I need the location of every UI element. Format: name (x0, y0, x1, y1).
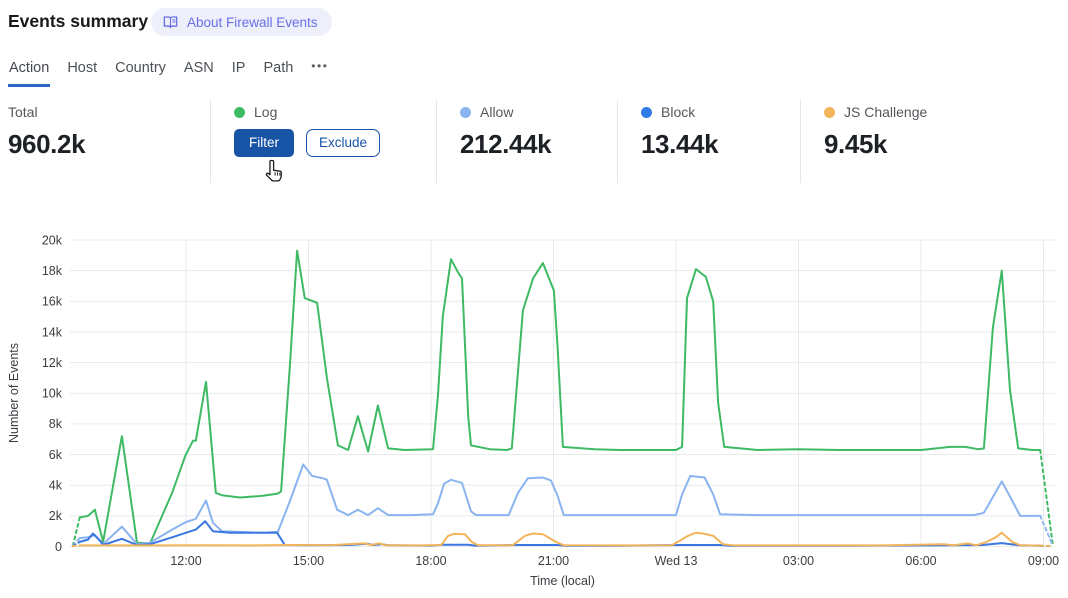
y-tick-label: 16k (42, 295, 63, 309)
stat-card-allow: Allow 212.44k (436, 100, 617, 183)
y-tick-label: 2k (49, 509, 63, 523)
series-dashed-lead (71, 544, 81, 547)
tab-more-ellipsis[interactable]: ••• (310, 57, 329, 87)
x-tick-label: 15:00 (293, 554, 324, 568)
tab-ip[interactable]: IP (231, 58, 247, 87)
series-dashed-lead (71, 516, 81, 547)
allow-label: Allow (480, 104, 514, 120)
series-log (71, 249, 1054, 547)
series-dashed-tail (1039, 544, 1054, 548)
stat-card-total: Total 960.2k (0, 100, 210, 183)
tab-action[interactable]: Action (8, 58, 51, 87)
x-tick-label: 03:00 (783, 554, 814, 568)
y-tick-label: 8k (49, 417, 63, 431)
total-label: Total (8, 104, 38, 120)
tab-country[interactable]: Country (114, 58, 167, 87)
book-icon (162, 14, 179, 31)
js-challenge-label: JS Challenge (844, 104, 928, 120)
y-axis-title: Number of Events (7, 343, 21, 443)
block-value: 13.44k (641, 129, 719, 159)
y-tick-label: 4k (49, 479, 63, 493)
tab-host[interactable]: Host (66, 58, 98, 87)
y-tick-label: 6k (49, 448, 63, 462)
y-tick-label: 0 (55, 540, 62, 554)
block-label: Block (661, 104, 696, 120)
events-time-series-chart[interactable]: 0 2k 4k 6k 8k 10k 12k 14k 16k 18k 20k 12:00 15:00 18:… (0, 225, 1068, 598)
log-series-dot (234, 106, 245, 118)
x-tick-label: 18:00 (415, 554, 446, 568)
stat-card-js-challenge: JS Challenge 9.45k (800, 100, 1068, 183)
series-line (78, 249, 1042, 545)
y-tick-label: 10k (42, 387, 63, 401)
tab-asn[interactable]: ASN (183, 58, 215, 87)
allow-value: 212.44k (460, 129, 552, 159)
x-tick-label: 21:00 (538, 554, 569, 568)
about-firewall-events-badge[interactable]: About Firewall Events (151, 8, 332, 36)
y-tick-label: 12k (42, 356, 63, 370)
allow-series-dot (460, 106, 471, 118)
x-tick-label: Wed 13 (655, 554, 698, 568)
stat-card-block: Block 13.44k (617, 100, 800, 183)
stat-cards-row: Total 960.2k Log Filter Exclude Allow 21… (0, 100, 1068, 183)
filter-button[interactable]: Filter (234, 129, 294, 157)
series-block (71, 520, 1054, 548)
series-allow (71, 463, 1054, 547)
y-tick-label: 20k (42, 233, 63, 247)
block-series-dot (641, 106, 652, 118)
tab-path[interactable]: Path (262, 58, 294, 87)
y-tick-label: 14k (42, 325, 63, 339)
series-dashed-tail (1039, 449, 1054, 547)
x-tick-label: 09:00 (1028, 554, 1059, 568)
stat-card-log: Log Filter Exclude (210, 100, 436, 183)
series-js-challenge (71, 531, 1054, 548)
chart-axis-labels: 0 2k 4k 6k 8k 10k 12k 14k 16k 18k 20k 12:00 15:00 18:… (7, 233, 1059, 588)
js-challenge-value: 9.45k (824, 129, 888, 159)
series-line (78, 520, 1042, 547)
x-tick-label: 06:00 (905, 554, 936, 568)
exclude-button[interactable]: Exclude (306, 129, 381, 157)
x-axis-title: Time (local) (530, 574, 595, 588)
chart-gridlines (70, 239, 1055, 547)
y-tick-label: 18k (42, 264, 63, 278)
x-tick-label: 12:00 (170, 554, 201, 568)
dimension-tabs: Action Host Country ASN IP Path ••• (8, 57, 329, 87)
series-line (78, 531, 1042, 547)
total-value: 960.2k (8, 129, 86, 159)
js-challenge-series-dot (824, 106, 835, 118)
about-badge-label: About Firewall Events (187, 14, 318, 30)
log-label: Log (254, 104, 278, 120)
series-line (78, 463, 1042, 546)
page-title: Events summary (8, 11, 149, 31)
series-dashed-tail (1039, 514, 1054, 547)
